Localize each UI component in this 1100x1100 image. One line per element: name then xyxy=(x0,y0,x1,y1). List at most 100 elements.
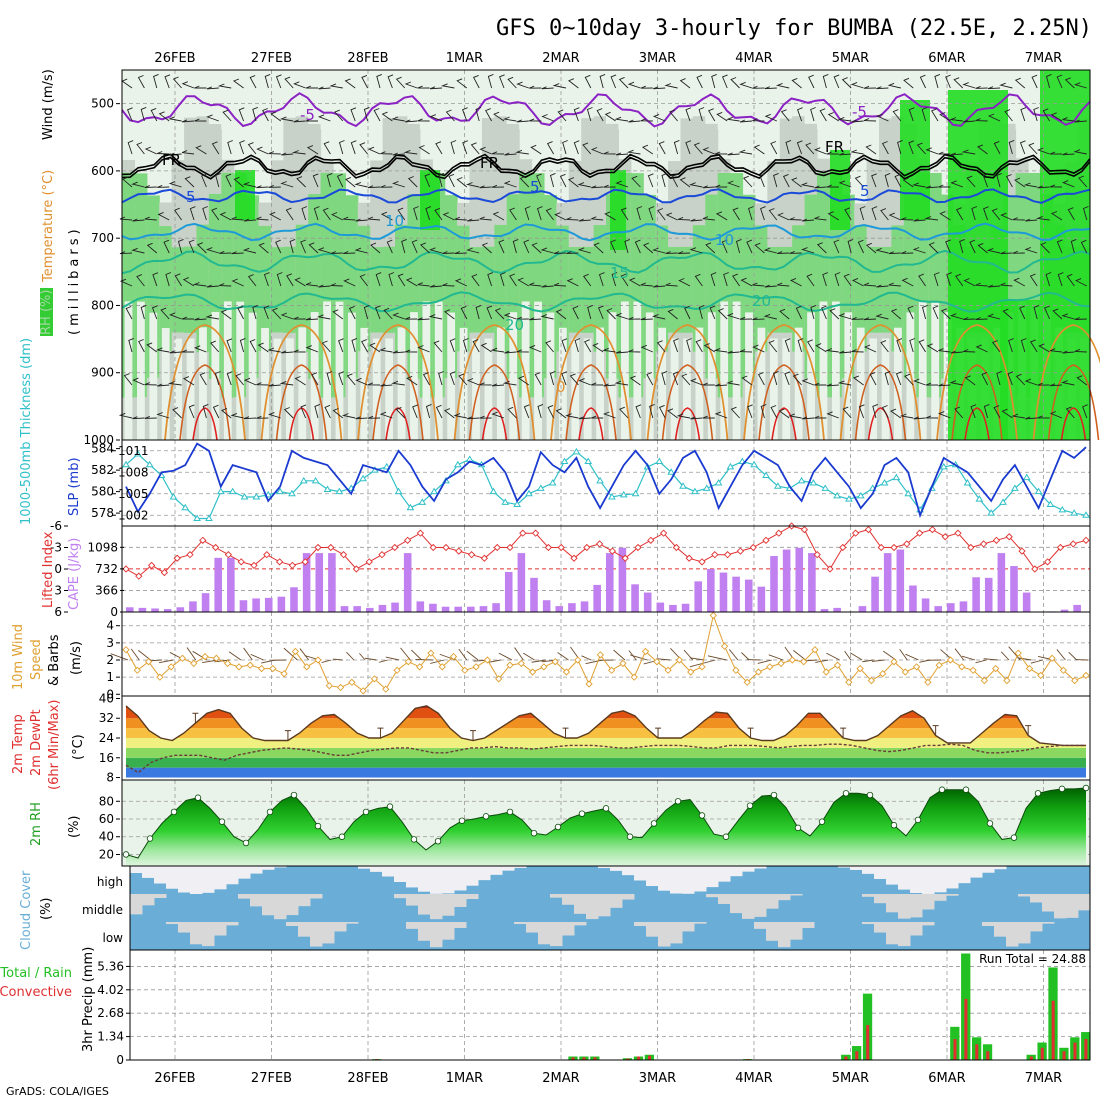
wind-barb xyxy=(181,150,195,155)
wind-barb xyxy=(392,180,405,188)
wind-barb xyxy=(291,150,306,155)
thickness-point xyxy=(311,476,320,484)
date-label-top: 2MAR xyxy=(542,51,579,66)
wind-barb xyxy=(276,272,283,287)
wind-barb xyxy=(1012,217,1025,221)
rh-band-upper xyxy=(767,70,781,111)
precip-convective-bar xyxy=(593,1057,597,1060)
wind10m-barb xyxy=(707,655,727,661)
wind-barb xyxy=(975,85,988,89)
wind-barb xyxy=(392,152,405,156)
wind-barb xyxy=(144,382,157,386)
lifted-index-point xyxy=(493,543,501,552)
tick-label: 8 xyxy=(106,771,114,785)
temp-minmax-marker xyxy=(747,727,754,738)
wind10m-barb xyxy=(630,654,648,661)
wind-barb xyxy=(293,81,306,89)
temperature-contour-warm xyxy=(179,364,231,441)
wind-barb xyxy=(913,218,926,222)
wind-barb xyxy=(801,218,815,222)
rh-band-upper xyxy=(159,70,173,116)
wind-barb xyxy=(293,119,306,123)
wind-barb xyxy=(863,282,877,287)
lifted-index-point xyxy=(135,572,143,580)
wind-barb xyxy=(851,119,864,123)
cloud-gap xyxy=(802,922,815,928)
wind-barb xyxy=(512,238,519,254)
wind-barb xyxy=(214,371,221,386)
wind-barb xyxy=(949,380,963,386)
rh-band-dry xyxy=(633,301,642,440)
rh-band-green xyxy=(382,246,396,333)
wind-barb xyxy=(317,247,331,254)
wind-barb xyxy=(534,372,542,386)
rh-band-upper xyxy=(382,70,396,111)
wind10m-barb xyxy=(158,659,174,664)
wind-barb xyxy=(777,251,790,255)
precip-convective-bar xyxy=(648,1055,652,1060)
rh-band-green xyxy=(767,246,781,333)
cloud-gap xyxy=(862,894,875,897)
cloud-gap xyxy=(994,866,1007,870)
cloud-level-middle: middle xyxy=(82,903,123,917)
rh-band-upper xyxy=(146,70,160,124)
wind-barb xyxy=(1062,152,1075,156)
thickness-point xyxy=(939,462,948,470)
cloud-gap xyxy=(550,894,563,898)
wind-barb xyxy=(210,340,220,353)
wind-barb xyxy=(1001,408,1013,419)
wind-barb xyxy=(710,272,717,287)
wind-barb xyxy=(1030,339,1038,353)
rh-band-dry xyxy=(410,312,418,440)
wind-barb xyxy=(279,116,294,122)
wind-barb xyxy=(422,372,430,386)
wind-barb xyxy=(406,375,418,386)
wind-barb xyxy=(479,216,492,221)
wind-barb xyxy=(977,242,988,254)
thickness-point xyxy=(1046,500,1055,507)
cape-bar xyxy=(947,603,955,612)
thickness-point xyxy=(501,498,510,505)
wind-barb xyxy=(727,152,740,156)
temperature-contour-warm xyxy=(565,364,617,441)
wind10m-barb xyxy=(283,647,298,661)
wind-barb xyxy=(604,211,616,221)
wind-barb xyxy=(343,278,356,287)
wind-barb xyxy=(937,411,951,419)
wind-barb xyxy=(574,338,581,353)
wind-barb xyxy=(844,207,852,221)
cloud-gap xyxy=(286,894,299,916)
wind-barb xyxy=(194,317,207,321)
wind10m-point xyxy=(438,663,446,671)
cape-bar xyxy=(744,579,753,612)
thickness-point xyxy=(856,491,865,499)
wind-barb xyxy=(417,85,430,89)
precip-convective-bar xyxy=(964,998,968,1060)
wind10m-barb xyxy=(523,652,535,661)
wind-barb xyxy=(582,273,592,287)
wind-barb xyxy=(305,345,319,353)
wind-barb xyxy=(696,74,703,89)
rh-band-green xyxy=(593,225,607,352)
temperature-contour-warm xyxy=(743,324,825,441)
cloud-gap xyxy=(778,894,791,901)
wind-barb xyxy=(876,86,889,90)
cloud-gap xyxy=(202,922,215,947)
wind-barb xyxy=(646,372,654,386)
cloud-gap xyxy=(694,922,707,924)
wind-barb xyxy=(155,347,170,353)
wind-barb xyxy=(554,212,567,221)
wind-barb xyxy=(256,415,269,419)
wind-barb xyxy=(955,273,964,287)
wind-barb xyxy=(695,339,703,353)
thickness-point xyxy=(691,487,699,495)
cape-bar xyxy=(416,601,425,612)
cloud-gap xyxy=(766,922,779,941)
cape-bar xyxy=(176,607,185,612)
thickness-point xyxy=(1022,473,1031,481)
temperature-contour-hot xyxy=(1060,407,1087,441)
wind-barb xyxy=(1050,112,1063,122)
wind-barb xyxy=(247,274,257,287)
wind-barb xyxy=(1049,383,1063,387)
wind-barb xyxy=(591,185,604,189)
